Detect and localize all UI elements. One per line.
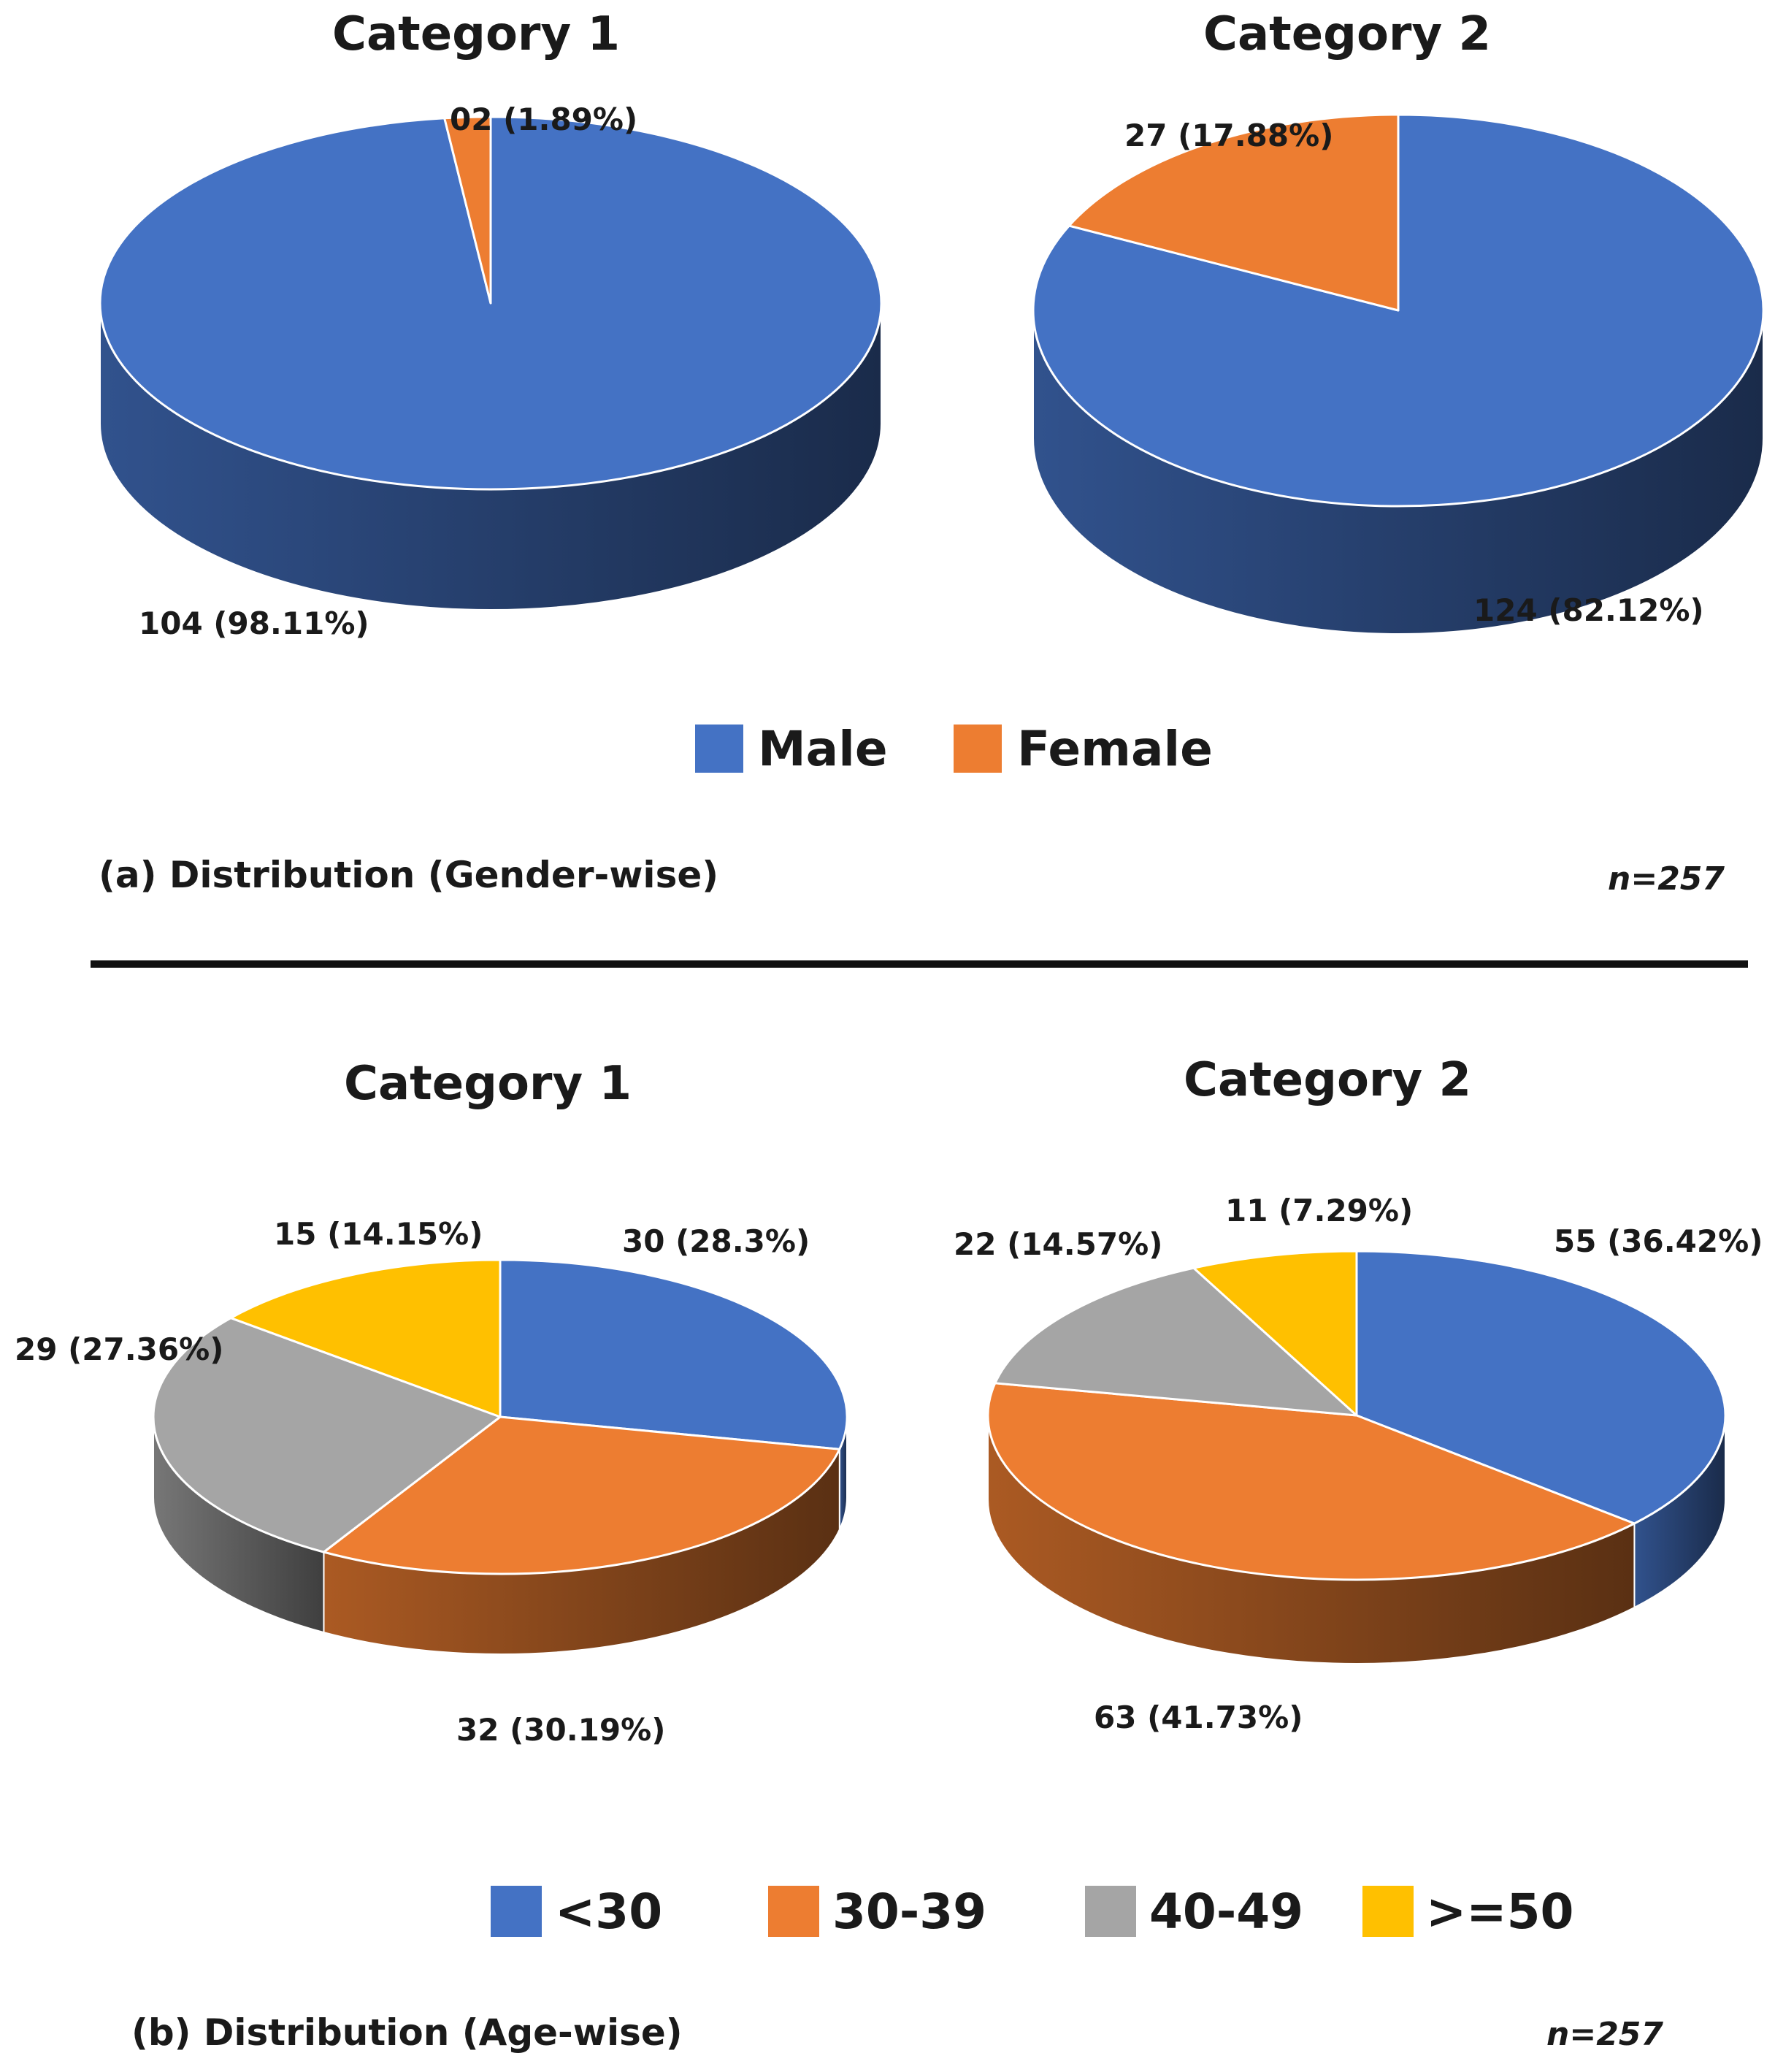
legend-label-30-39: 30-39 xyxy=(832,1884,986,1940)
sample-size-b: n=257 xyxy=(1546,2016,1663,2053)
sample-size-a: n=257 xyxy=(1608,860,1725,898)
caption-gender: (a) Distribution (Gender-wise) xyxy=(99,854,718,896)
pie-chart-age-category-1 xyxy=(152,1258,848,1655)
pie-slice-30-39 xyxy=(322,1415,841,1575)
divider xyxy=(91,960,1748,968)
chart-title-b1: Category 1 xyxy=(344,1057,632,1111)
data-label-b2-under30: 55 (36.42%) xyxy=(1554,1223,1763,1259)
caption-age: (b) Distribution (Age-wise) xyxy=(131,2011,683,2054)
legend-label-male: Male xyxy=(758,721,888,777)
pie-chart-gender-category-1 xyxy=(99,115,883,611)
data-label-b2-30-39: 63 (41.73%) xyxy=(1094,1700,1303,1735)
legend-swatch-male xyxy=(695,725,743,773)
data-label-b1-under30: 30 (28.3%) xyxy=(622,1223,810,1259)
data-label-a1-female: 02 (1.89%) xyxy=(450,102,637,137)
chart-title-a1: Category 1 xyxy=(332,7,620,61)
data-label-b1-50plus: 15 (14.15%) xyxy=(274,1216,483,1252)
pie-slice--30 xyxy=(499,1258,848,1450)
pie-slice--50 xyxy=(229,1258,502,1418)
legend-swatch-40-49 xyxy=(1085,1886,1136,1937)
pie-slice-female xyxy=(443,115,492,305)
data-label-a2-male: 124 (82.12%) xyxy=(1473,592,1704,628)
pie-chart-age-category-2 xyxy=(986,1250,1727,1664)
pie-slice-female xyxy=(1067,113,1400,312)
legend-label-40-49: 40-49 xyxy=(1149,1884,1303,1940)
legend-swatch-50plus xyxy=(1362,1886,1414,1937)
pie-slice-30-39 xyxy=(986,1382,1636,1581)
legend-swatch-30-39 xyxy=(768,1886,819,1937)
data-label-a1-male: 104 (98.11%) xyxy=(139,605,369,641)
pie-slice-40-49 xyxy=(152,1317,502,1553)
pie-slice-male xyxy=(1032,113,1765,508)
pie-slice--30 xyxy=(1355,1250,1727,1525)
data-label-b2-40-49: 22 (14.57%) xyxy=(954,1226,1162,1262)
data-label-a2-female: 27 (17.88%) xyxy=(1124,118,1333,153)
pie-slice--50 xyxy=(1192,1250,1358,1417)
chart-title-b2: Category 2 xyxy=(1184,1053,1471,1107)
legend-label-under30: <30 xyxy=(555,1884,662,1940)
pie-chart-gender-category-2 xyxy=(1032,113,1765,635)
data-label-b2-50plus: 11 (7.29%) xyxy=(1225,1193,1413,1228)
legend-swatch-female xyxy=(954,725,1002,773)
legend-label-female: Female xyxy=(1017,721,1213,777)
data-label-b1-30-39: 32 (30.19%) xyxy=(456,1712,665,1748)
chart-title-a2: Category 2 xyxy=(1203,7,1491,61)
pie-slice-40-49 xyxy=(994,1266,1358,1417)
legend-label-50plus: >=50 xyxy=(1426,1884,1573,1940)
legend-swatch-under30 xyxy=(491,1886,542,1937)
data-label-b1-40-49: 29 (27.36%) xyxy=(15,1331,223,1367)
